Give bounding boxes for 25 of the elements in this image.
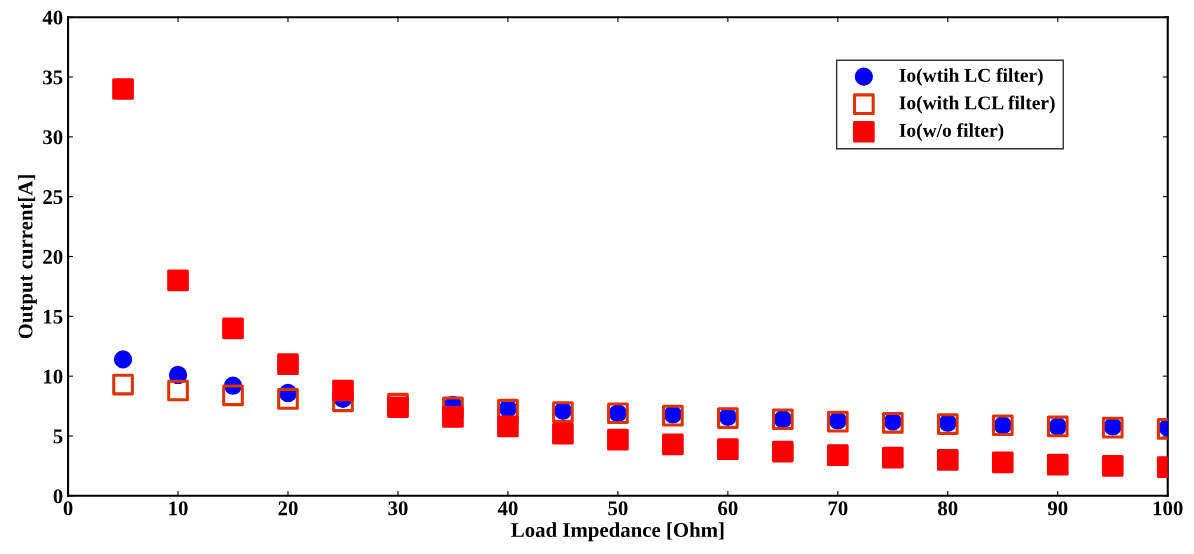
x-tick-label: 50 bbox=[608, 501, 628, 516]
y-axis-title: Output current[A] bbox=[17, 175, 37, 339]
legend-label: Io(wtih LC filter) bbox=[899, 68, 1043, 86]
legend-label: Io(with LCL filter) bbox=[899, 95, 1055, 114]
y-tick-label: 35 bbox=[43, 70, 63, 85]
y-tick-label: 5 bbox=[53, 429, 63, 444]
x-tick-label: 0 bbox=[63, 501, 73, 516]
y-tick-label: 25 bbox=[43, 190, 63, 205]
y-tick-label: 10 bbox=[44, 369, 63, 384]
x-tick-label: 90 bbox=[1047, 501, 1068, 516]
x-tick-label: 20 bbox=[278, 501, 298, 516]
y-tick-label: 15 bbox=[44, 309, 63, 324]
x-tick-label: 10 bbox=[169, 501, 188, 516]
x-tick-label: 80 bbox=[938, 501, 958, 516]
y-tick-label: 40 bbox=[42, 10, 63, 25]
x-tick-label: 30 bbox=[388, 501, 408, 516]
x-tick-label: 60 bbox=[718, 501, 738, 516]
x-tick-label: 70 bbox=[828, 501, 848, 516]
y-tick-label: 0 bbox=[53, 489, 63, 504]
y-tick-label: 20 bbox=[43, 249, 63, 264]
x-tick-label: 100 bbox=[1153, 501, 1183, 516]
x-tick-label: 40 bbox=[497, 501, 518, 516]
legend-label: Io(w/o filter) bbox=[899, 123, 1004, 141]
x-axis-title: Load Impedance [Ohm] bbox=[511, 522, 724, 542]
y-tick-label: 30 bbox=[43, 130, 63, 145]
